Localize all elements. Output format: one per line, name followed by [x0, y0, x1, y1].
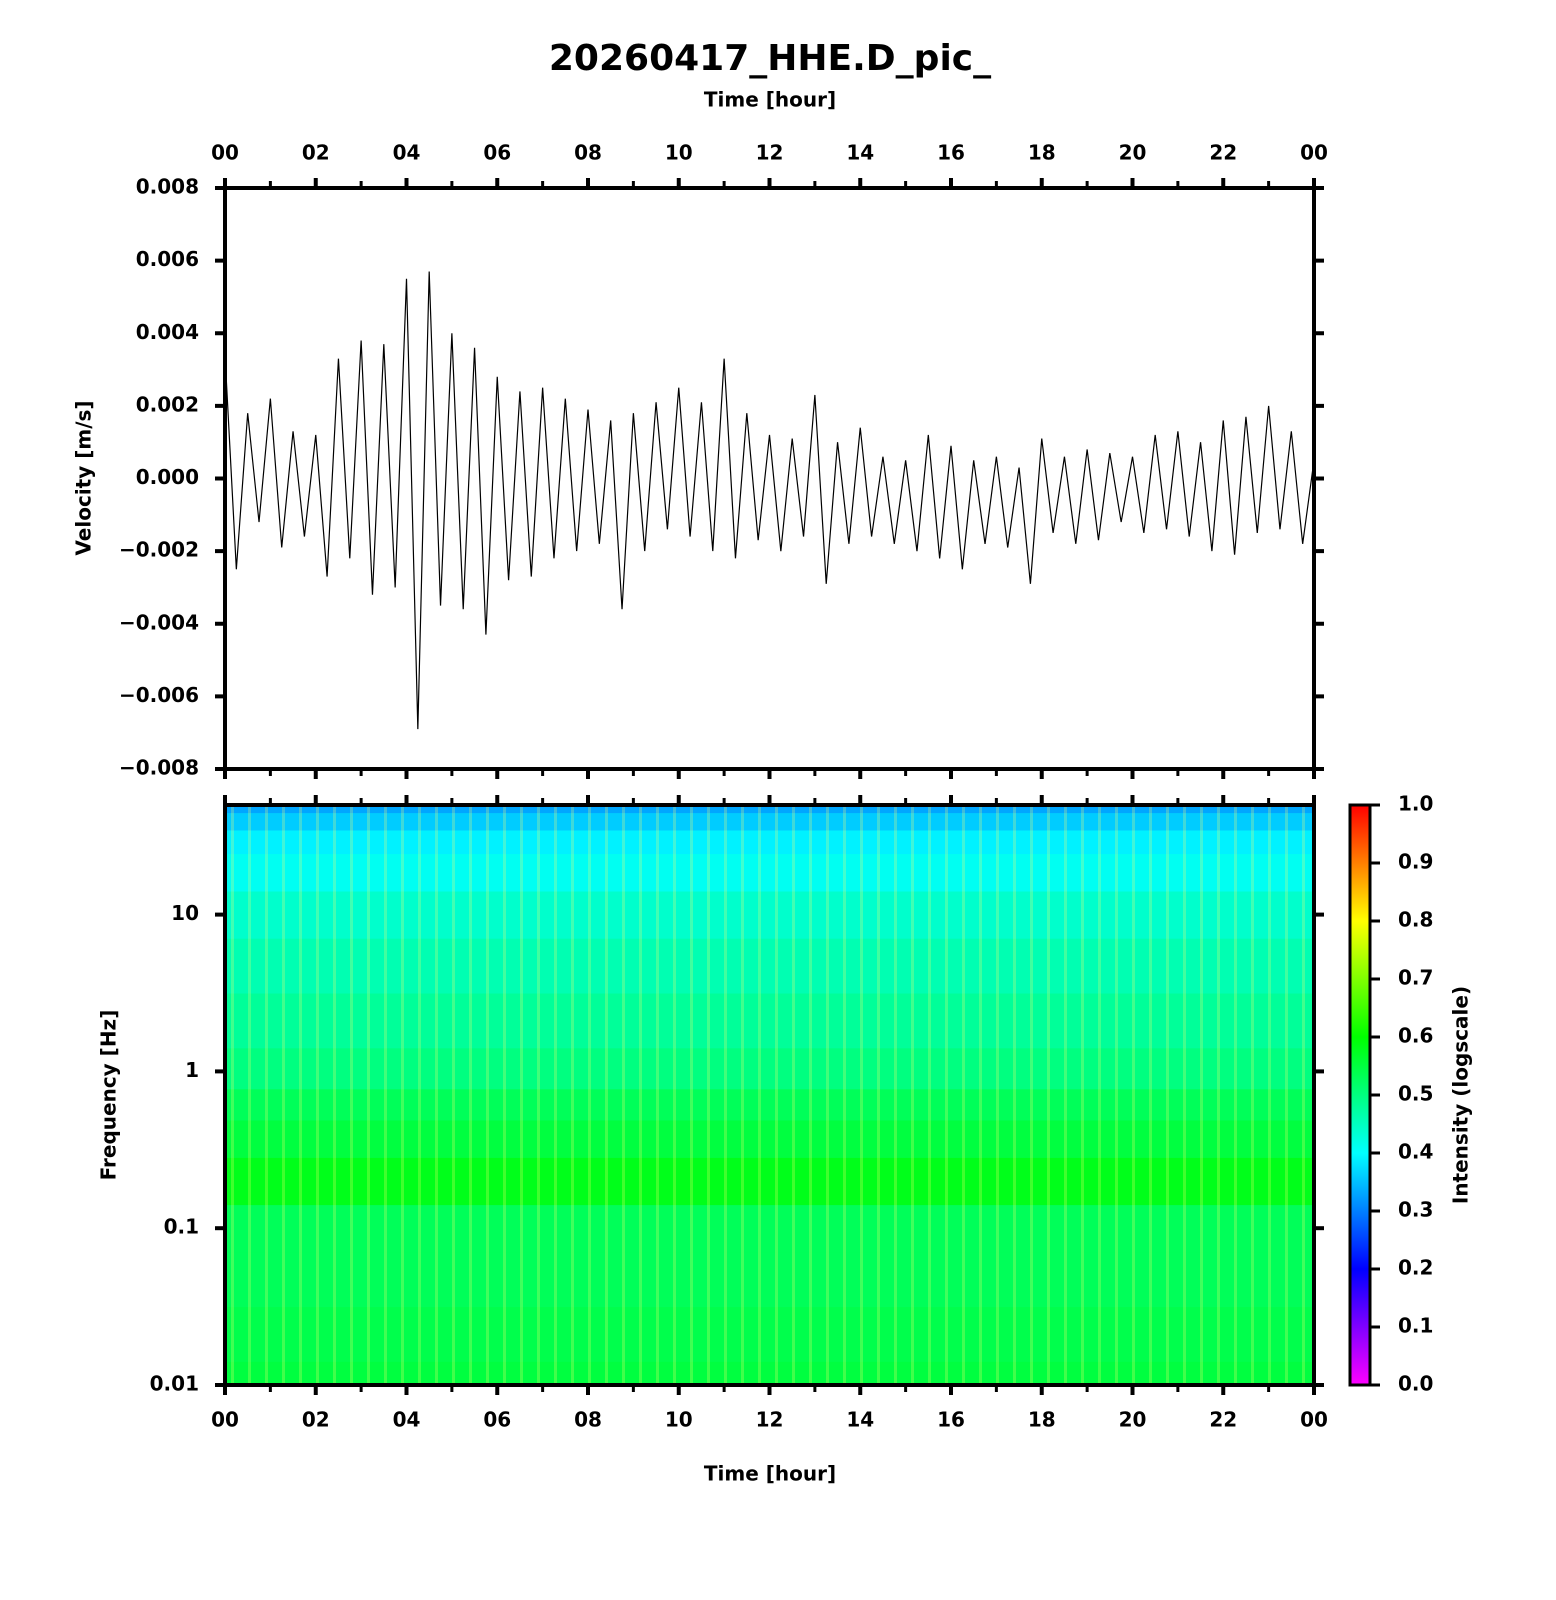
y-tick-label: 0.008: [136, 175, 199, 199]
y-tick-label: −0.004: [119, 610, 199, 634]
x-axis-title: Time [hour]: [704, 1462, 836, 1486]
y-tick-label: −0.008: [119, 756, 199, 780]
x-tick-label: 02: [302, 141, 330, 165]
y-tick-label: −0.006: [119, 683, 199, 707]
y-tick-label: 10: [171, 901, 199, 925]
colorbar-title: Intensity (logscale): [1449, 986, 1473, 1204]
x-tick-label: 00: [1300, 1408, 1328, 1432]
x-tick-label: 06: [483, 141, 511, 165]
x-tick-label: 08: [574, 141, 602, 165]
colorbar-tick-label: 0.1: [1398, 1314, 1433, 1338]
x-tick-label: 12: [756, 141, 784, 165]
x-tick-label: 04: [393, 1408, 421, 1432]
x-tick-label: 10: [665, 1408, 693, 1432]
x-tick-label: 12: [756, 1408, 784, 1432]
colorbar-tick-label: 0.2: [1398, 1256, 1433, 1280]
y-tick-label: 0.1: [164, 1215, 199, 1239]
y-tick-label: 0.002: [136, 392, 199, 416]
x-tick-label: 22: [1209, 141, 1237, 165]
waveform: [224, 271, 1315, 730]
colorbar-tick-label: 0.7: [1398, 966, 1433, 990]
x-tick-label: 14: [846, 141, 874, 165]
x-tick-label: 02: [302, 1408, 330, 1432]
stripes: [225, 805, 1314, 1385]
x-tick-label: 00: [1300, 141, 1328, 165]
x-tick-label: 10: [665, 141, 693, 165]
colorbar-tick-label: 0.0: [1398, 1372, 1433, 1396]
x-tick-label: 14: [846, 1408, 874, 1432]
x-tick-label: 04: [393, 141, 421, 165]
x-tick-label: 16: [937, 1408, 965, 1432]
y-tick-label: 0.006: [136, 247, 199, 271]
x-tick-label: 08: [574, 1408, 602, 1432]
x-tick-label: 18: [1028, 141, 1056, 165]
colorbar-tick-label: 0.6: [1398, 1024, 1433, 1048]
colorbar-tick-label: 0.8: [1398, 908, 1433, 932]
colorbar-tick-label: 0.9: [1398, 850, 1433, 874]
colorbar-tick-label: 0.5: [1398, 1082, 1433, 1106]
x-tick-label: 00: [211, 1408, 239, 1432]
y-axis-title: Velocity [m/s]: [72, 400, 96, 555]
y-axis-title: Frequency [Hz]: [97, 1010, 121, 1181]
x-tick-label: 20: [1119, 1408, 1147, 1432]
plot-frame: [223, 186, 1316, 771]
plot-frame: [223, 803, 1316, 1387]
x-tick-label: 00: [211, 141, 239, 165]
x-tick-label: 22: [1209, 1408, 1237, 1432]
x-tick-label: 16: [937, 141, 965, 165]
x-tick-label: 18: [1028, 1408, 1056, 1432]
y-tick-label: 1: [185, 1058, 199, 1082]
y-tick-label: 0.004: [136, 320, 199, 344]
y-tick-label: 0.01: [150, 1372, 199, 1396]
chart-title: 20260417_HHE.D_pic_: [549, 38, 991, 79]
x-tick-label: 06: [483, 1408, 511, 1432]
y-tick-label: −0.002: [119, 538, 199, 562]
colorbar: [1348, 803, 1372, 1387]
x-axis-title: Time [hour]: [704, 88, 836, 112]
y-tick-label: 0.000: [136, 465, 199, 489]
colorbar-tick-label: 0.3: [1398, 1198, 1433, 1222]
colorbar-tick-label: 1.0: [1398, 792, 1433, 816]
colorbar-tick-label: 0.4: [1398, 1140, 1433, 1164]
x-tick-label: 20: [1119, 141, 1147, 165]
